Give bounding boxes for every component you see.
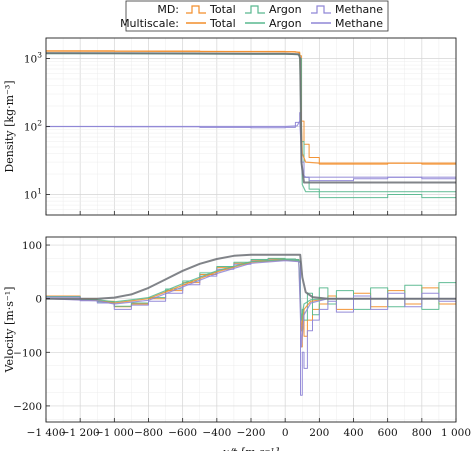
density-panel: 101 102 103 Density [kg·m⁻³]	[3, 37, 457, 216]
velocity-xtick-label: −800	[134, 427, 163, 439]
velocity-ytick-label: −200	[13, 401, 42, 413]
velocity-ytick-label: 100	[22, 240, 42, 252]
velocity-xtick-label: −1 200	[61, 427, 100, 439]
legend-md-total-label: Total	[209, 3, 236, 16]
velocity-series-md-methane	[46, 259, 456, 396]
density-ytick-label: 101	[24, 187, 42, 202]
velocity-xtick-label: −200	[237, 427, 266, 439]
density-series	[46, 50, 456, 199]
velocity-xtick-label: −1 000	[95, 427, 134, 439]
velocity-xtick-label: 1 000	[441, 427, 471, 439]
legend-md-methane-label: Methane	[335, 3, 383, 16]
legend-md-argon-swatch	[245, 5, 265, 14]
velocity-ytick-label: 0	[35, 294, 42, 306]
velocity-xtick-label: −400	[202, 427, 231, 439]
velocity-xtick-label: 800	[412, 427, 432, 439]
legend-md-argon-label: Argon	[269, 3, 302, 16]
density-ytick-label: 102	[24, 119, 42, 134]
velocity-xlabel: x/t [m·s⁻¹]	[223, 446, 280, 451]
velocity-xtick-label: 400	[343, 427, 363, 439]
velocity-xtick-label: −1 400	[27, 427, 66, 439]
legend-multiscale-methane-label: Methane	[335, 17, 383, 30]
legend-md-methane-swatch	[311, 5, 331, 14]
legend-row-md-label: MD:	[157, 3, 179, 16]
velocity-panel: −200 −100 0 100 −1 400−1 200−1 000 −800 −600 −4…	[3, 236, 471, 451]
density-ytick-label: 103	[24, 50, 42, 65]
velocity-series-analytic-analytic	[46, 253, 456, 300]
velocity-xtick-label: −600	[168, 427, 197, 439]
legend-multiscale-total-label: Total	[209, 17, 236, 30]
velocity-ylabel: Velocity [m·s⁻¹]	[3, 287, 16, 374]
density-series-analytic-analytic	[46, 52, 456, 184]
velocity-xtick-label: 200	[309, 427, 329, 439]
legend-row-multiscale-label: Multiscale:	[120, 17, 179, 30]
velocity-ytick-label: −100	[13, 347, 42, 359]
density-ylabel: Density [kg·m⁻³]	[3, 80, 16, 172]
velocity-xtick-label: 600	[378, 427, 398, 439]
legend-md-total-swatch	[186, 5, 206, 14]
velocity-xtick-label: 0	[282, 427, 289, 439]
velocity-series	[46, 253, 456, 396]
legend-multiscale-argon-label: Argon	[269, 17, 302, 30]
